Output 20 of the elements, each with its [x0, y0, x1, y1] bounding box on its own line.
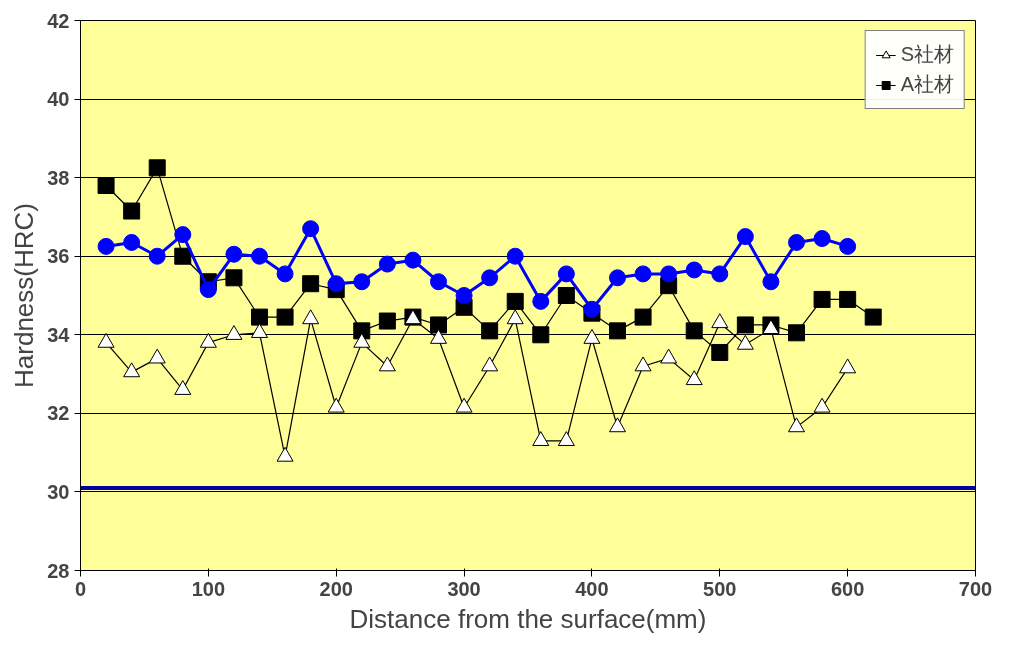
y-tick-label: 40	[47, 88, 70, 111]
y-tick-label: 38	[47, 166, 70, 189]
x-tick-label: 500	[703, 577, 737, 600]
y-tick-label: 32	[47, 402, 70, 425]
y-axis-title: Hardness(HRC)	[9, 203, 40, 388]
y-tick-label: 42	[47, 9, 70, 32]
x-tick-label: 200	[319, 577, 353, 600]
y-tick-label: 30	[47, 480, 70, 503]
x-tick-label: 300	[447, 577, 481, 600]
legend-label: A社材	[900, 72, 954, 97]
x-tick-label: 0	[74, 577, 87, 600]
legend-label: S社材	[900, 42, 954, 67]
x-tick-label: 400	[575, 577, 609, 600]
y-tick-label: 34	[47, 323, 71, 346]
y-tick-label: 36	[47, 245, 70, 268]
x-tick-label: 100	[191, 577, 226, 600]
x-tick-label: 600	[830, 577, 865, 600]
x-tick-label: 700	[958, 577, 993, 600]
x-axis-title: Distance from the surface(mm)	[349, 603, 707, 634]
y-tick-label: 28	[47, 559, 70, 582]
